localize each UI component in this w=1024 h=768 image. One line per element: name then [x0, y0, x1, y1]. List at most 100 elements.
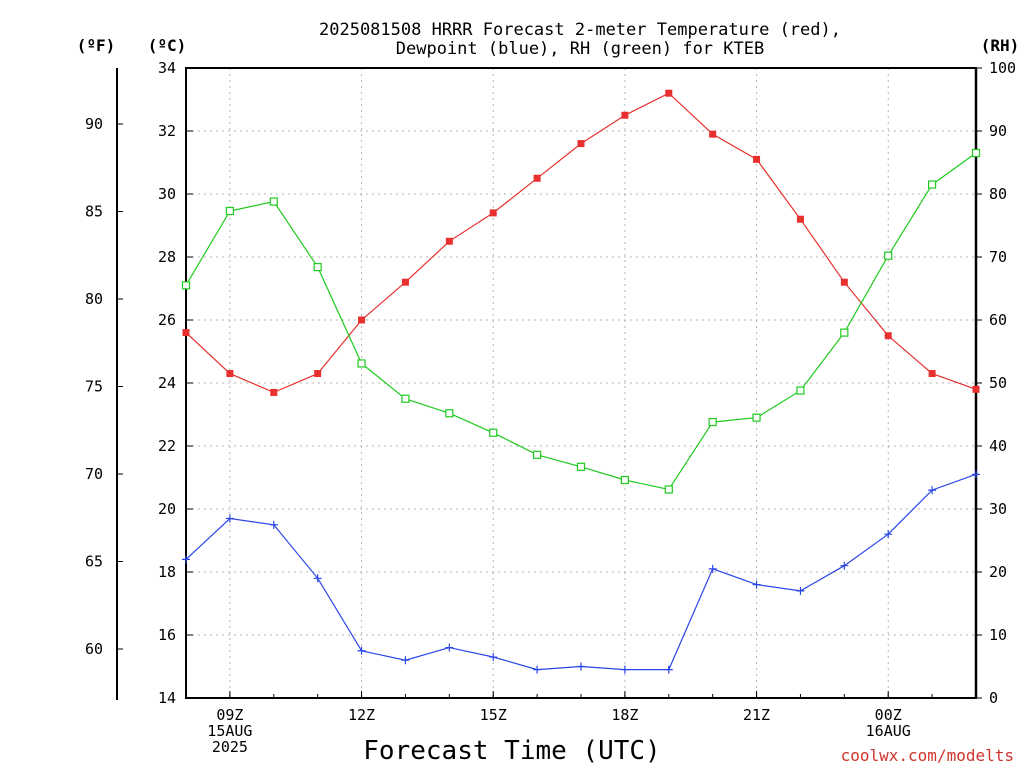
- temperature-point: [401, 278, 409, 286]
- fahrenheit-unit-label: (ºF): [77, 36, 116, 55]
- chart-title-line2: Dewpoint (blue), RH (green) for KTEB: [396, 39, 764, 59]
- temperature-point: [621, 111, 629, 119]
- x-axis-label: Forecast Time (UTC): [363, 736, 660, 766]
- rh-point: [445, 409, 454, 418]
- x-tick-label: 16AUG: [866, 722, 911, 740]
- dewpoint-point: [225, 514, 234, 523]
- dewpoint-point: [401, 656, 410, 665]
- dewpoint-point: [533, 665, 542, 674]
- credit-text: coolwx.com/modelts: [841, 746, 1014, 765]
- rh-point: [752, 413, 761, 422]
- rh-tick-label: 70: [989, 248, 1007, 266]
- temperature-point: [577, 140, 585, 148]
- temperature-point: [314, 370, 322, 378]
- temperature-series: [182, 89, 980, 396]
- temperature-point: [753, 155, 761, 163]
- dewpoint-point: [357, 646, 366, 655]
- rh-tick-label: 20: [989, 563, 1007, 581]
- rh-point: [664, 485, 673, 494]
- dewpoint-point: [752, 580, 761, 589]
- fahrenheit-tick-label: 70: [85, 465, 103, 483]
- temperature-point: [226, 370, 234, 378]
- rh-point: [796, 386, 805, 395]
- rh-point: [884, 251, 893, 260]
- celsius-tick-label: 32: [158, 122, 176, 140]
- dewpoint-point: [664, 665, 673, 674]
- temperature-point: [884, 332, 892, 340]
- dewpoint-point: [796, 586, 805, 595]
- celsius-unit-label: (ºC): [148, 36, 187, 55]
- fahrenheit-tick-label: 60: [85, 640, 103, 658]
- fahrenheit-tick-label: 90: [85, 115, 103, 133]
- rh-line: [185, 152, 977, 491]
- dewpoint-point: [708, 564, 717, 573]
- fahrenheit-tick-label: 85: [85, 203, 103, 221]
- celsius-tick-label: 22: [158, 437, 176, 455]
- temperature-point: [445, 237, 453, 245]
- temperature-point: [709, 130, 717, 138]
- dewpoint-line: [185, 473, 977, 671]
- rh-point: [269, 197, 278, 206]
- rh-point: [357, 359, 366, 368]
- rh-point: [576, 462, 586, 471]
- celsius-tick-label: 14: [158, 689, 176, 707]
- rh-tick-label: 90: [989, 122, 1007, 140]
- dewpoint-point: [884, 530, 893, 539]
- temperature-point: [840, 278, 848, 286]
- temperature-point: [489, 209, 497, 217]
- rh-tick-label: 50: [989, 374, 1007, 392]
- celsius-tick-label: 26: [158, 311, 176, 329]
- rh-tick-label: 40: [989, 437, 1007, 455]
- rh-tick-label: 60: [989, 311, 1007, 329]
- x-tick-label: 12Z: [348, 706, 375, 724]
- rh-point: [489, 428, 498, 437]
- rh-point: [971, 148, 981, 158]
- celsius-tick-label: 18: [158, 563, 176, 581]
- x-tick-label: 00Z: [875, 706, 902, 724]
- dewpoint-point: [489, 653, 498, 662]
- temperature-point: [358, 316, 366, 324]
- temperature-line: [185, 92, 977, 394]
- dewpoint-point: [313, 574, 322, 583]
- rh-tick-label: 0: [989, 689, 998, 707]
- x-tick-label: 21Z: [743, 706, 770, 724]
- fahrenheit-tick-label: 80: [85, 290, 103, 308]
- rh-point: [840, 328, 849, 337]
- rh-point: [401, 394, 410, 403]
- celsius-tick-label: 20: [158, 500, 176, 518]
- celsius-tick-label: 24: [158, 374, 176, 392]
- celsius-tick-label: 34: [158, 59, 176, 77]
- dewpoint-point: [972, 470, 980, 479]
- rh-tick-label: 100: [989, 59, 1016, 77]
- celsius-tick-label: 16: [158, 626, 176, 644]
- x-tick-label: 09Z: [216, 706, 243, 724]
- rh-point: [225, 206, 234, 216]
- fahrenheit-tick-label: 65: [85, 553, 103, 571]
- celsius-tick-label: 28: [158, 248, 176, 266]
- dewpoint-point: [577, 662, 585, 671]
- temperature-point: [796, 215, 804, 223]
- rh-point: [708, 417, 717, 427]
- temperature-point: [533, 174, 541, 182]
- rh-point: [313, 262, 322, 272]
- dewpoint-point: [840, 561, 849, 570]
- data-series: [181, 89, 981, 674]
- rh-point: [181, 281, 191, 290]
- temperature-point: [665, 89, 673, 97]
- temperature-point: [928, 370, 936, 378]
- x-tick-label: 15AUG: [207, 722, 252, 740]
- rh-tick-label: 30: [989, 500, 1007, 518]
- rh-tick-label: 10: [989, 626, 1007, 644]
- rh-point: [620, 475, 629, 485]
- dewpoint-point: [182, 555, 190, 564]
- chart-title-line1: 2025081508 HRRR Forecast 2-meter Tempera…: [319, 20, 841, 40]
- temperature-point: [972, 385, 980, 393]
- rh-tick-label: 80: [989, 185, 1007, 203]
- rh-unit-label: (RH): [981, 36, 1020, 55]
- grid-lines: [186, 68, 976, 698]
- celsius-tick-label: 30: [158, 185, 176, 203]
- temperature-point: [270, 388, 278, 396]
- plot-frame: [185, 67, 977, 699]
